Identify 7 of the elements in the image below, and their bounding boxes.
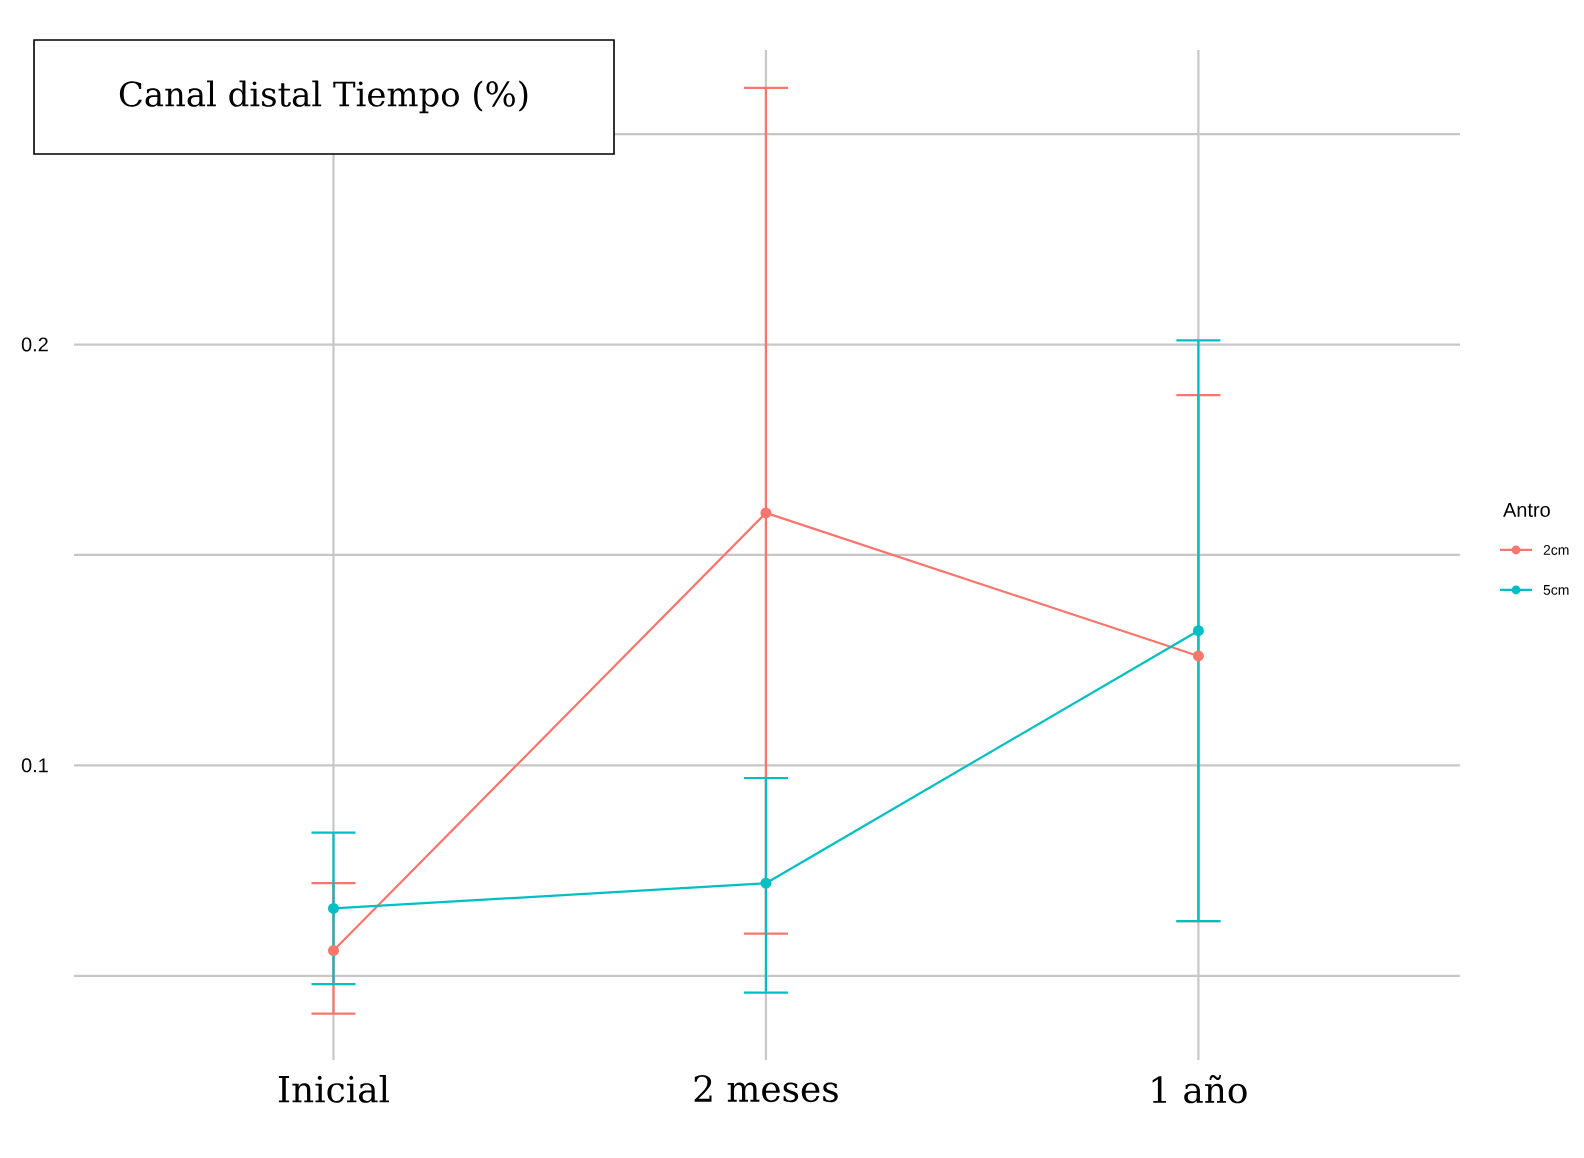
x-tick-label: 2 meses <box>694 1075 838 1103</box>
text: Canal distal Tiempo (%) <box>119 80 528 114</box>
y-tick-label: 0.2 <box>21 337 48 352</box>
y-tick-label: 0.1 <box>21 758 48 773</box>
x-tick-label: 1 año <box>1152 1075 1247 1104</box>
legend-title: Antro <box>1503 503 1550 517</box>
x-tick-label: Inicial <box>278 1075 389 1103</box>
